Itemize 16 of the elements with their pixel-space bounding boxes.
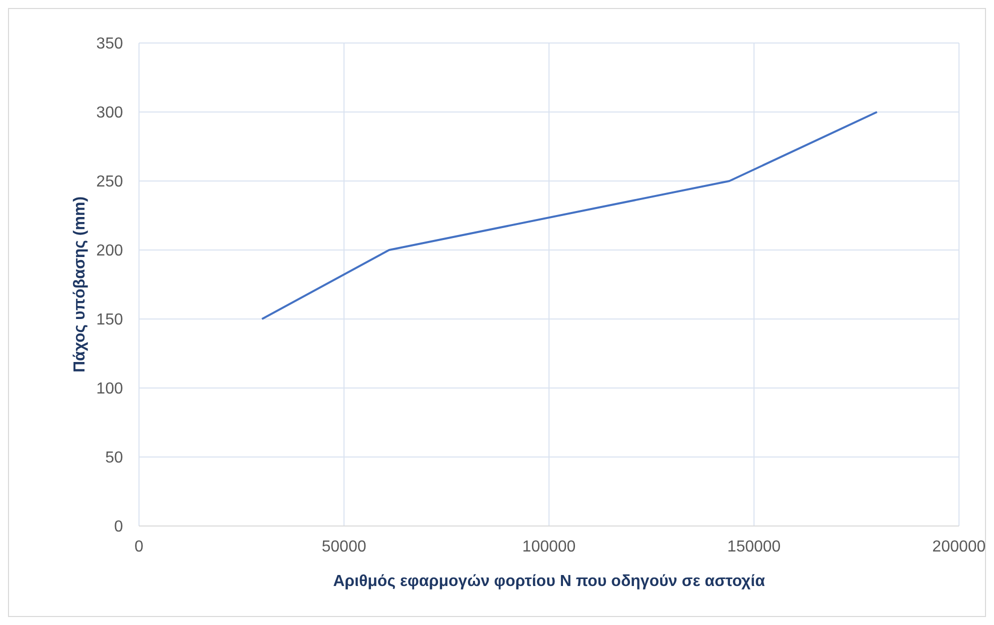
x-tick-label: 0 — [134, 538, 144, 556]
y-tick-label: 0 — [114, 518, 124, 536]
x-tick-label: 200000 — [932, 538, 986, 556]
y-tick-label: 200 — [96, 242, 124, 260]
x-tick-label: 100000 — [522, 538, 576, 556]
x-tick-label: 50000 — [322, 538, 366, 556]
x-tick-label: 150000 — [727, 538, 781, 556]
y-tick-label: 100 — [96, 380, 124, 398]
y-axis-title: Πάχος υπόβασης (mm) — [72, 196, 89, 373]
y-tick-label: 300 — [96, 104, 124, 122]
y-tick-label: 50 — [105, 450, 124, 467]
line-series — [261, 111, 878, 320]
x-axis-title: Αριθμός εφαρμογών φορτίου N που οδηγούν σε αστοχία — [333, 573, 766, 590]
y-tick-label: 150 — [96, 312, 124, 329]
y-tick-label: 250 — [96, 174, 124, 191]
y-tick-label: 350 — [96, 36, 124, 53]
